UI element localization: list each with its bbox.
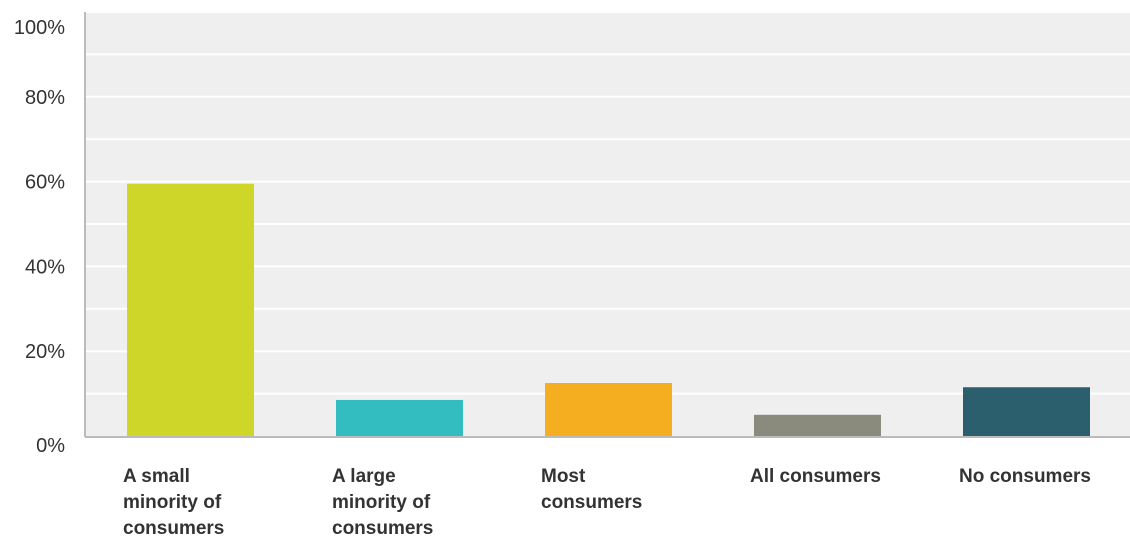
- bar-5: [963, 387, 1090, 436]
- y-tick-label: 40%: [25, 256, 65, 278]
- y-tick-label: 20%: [25, 341, 65, 363]
- x-axis-labels: A small minority of consumers A large minori…: [123, 466, 1091, 539]
- y-axis-ticks: 0% 20% 40% 60% 80% 100%: [14, 17, 65, 457]
- y-tick-label: 0%: [36, 435, 65, 457]
- y-tick-label: 60%: [25, 172, 65, 194]
- x-category-label: Most consumers: [541, 466, 642, 513]
- axes: [84, 12, 1130, 438]
- bar-2: [336, 399, 463, 436]
- x-category-label: A small minority of consumers: [123, 466, 224, 539]
- bar-3: [545, 383, 672, 436]
- bar-4: [754, 414, 881, 436]
- x-category-label: A large minority of consumers: [332, 466, 433, 539]
- bars: [127, 183, 1090, 436]
- bar-1: [127, 183, 254, 436]
- x-category-label: All consumers: [750, 466, 881, 487]
- gridlines: [85, 11, 1130, 395]
- y-tick-label: 100%: [14, 17, 65, 39]
- y-tick-label: 80%: [25, 87, 65, 109]
- x-category-label: No consumers: [959, 466, 1091, 487]
